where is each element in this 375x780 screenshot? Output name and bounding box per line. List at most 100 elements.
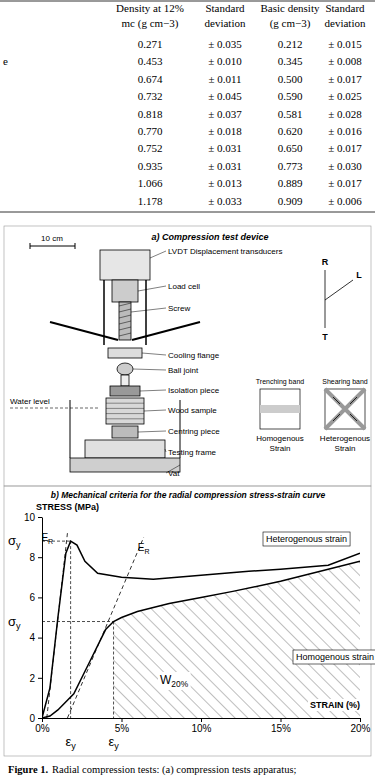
device-label: LVDT Displacement transducers bbox=[168, 247, 282, 256]
screw-thread bbox=[119, 303, 131, 306]
header-cell: deviation bbox=[325, 17, 366, 29]
tick: 20% bbox=[350, 718, 370, 734]
curve bbox=[42, 561, 360, 718]
table-cell: ± 0.015 bbox=[328, 38, 362, 50]
yield-stress-label: σy bbox=[8, 614, 21, 631]
table-cell: 0.345 bbox=[278, 55, 303, 67]
leader-line bbox=[138, 286, 166, 291]
leader-line bbox=[165, 449, 166, 452]
shear-arrow bbox=[350, 397, 357, 404]
tick-label: 4 bbox=[29, 632, 35, 643]
panel-a: a) Compression test device10 cmWater lev… bbox=[4, 226, 371, 486]
tick-label: 15% bbox=[271, 723, 291, 734]
table-cell: ± 0.033 bbox=[208, 195, 242, 207]
device bbox=[10, 250, 200, 472]
header-cell: mc (g cm−3) bbox=[122, 17, 179, 30]
x-title-group: STRAIN (%) bbox=[308, 699, 362, 711]
table-cell: ± 0.013 bbox=[208, 177, 242, 189]
table-cell: ± 0.045 bbox=[208, 90, 242, 102]
load-cell bbox=[112, 280, 138, 302]
water-level-line bbox=[10, 408, 100, 409]
curve-label: Heterogenous strain bbox=[263, 532, 350, 546]
panel-title: a) Compression test device bbox=[151, 232, 268, 242]
table-cell: 0.212 bbox=[278, 38, 303, 50]
tick-label: 8 bbox=[29, 552, 35, 563]
table-cell: ± 0.016 bbox=[328, 125, 362, 137]
device-label: Isolation piece bbox=[168, 386, 220, 395]
table-cell: 0.732 bbox=[138, 90, 163, 102]
y-axis: 0 2 4 6 8 10 bbox=[24, 512, 43, 724]
tick: 2 bbox=[29, 673, 42, 684]
table-cell: ± 0.028 bbox=[328, 108, 362, 120]
tick-label: 6 bbox=[29, 592, 35, 603]
tick: 0 bbox=[29, 713, 42, 724]
band-caption: Homogenous bbox=[256, 434, 304, 443]
screw-thread bbox=[119, 321, 131, 324]
tick-mark bbox=[38, 678, 42, 679]
tick-mark bbox=[38, 638, 42, 639]
shear-arrow bbox=[333, 397, 340, 404]
modulus-label: ER bbox=[138, 542, 150, 555]
scale-bar bbox=[30, 246, 75, 247]
table-cell: 0.650 bbox=[278, 142, 303, 154]
tick-label: 2 bbox=[29, 673, 35, 684]
work-area bbox=[114, 561, 360, 718]
isolation-piece bbox=[110, 386, 140, 396]
tick: 8 bbox=[29, 552, 42, 563]
tangent-line bbox=[67, 537, 143, 718]
screw bbox=[119, 302, 131, 340]
table-cell: 0.773 bbox=[278, 160, 303, 172]
table-cell: 0.674 bbox=[138, 73, 163, 85]
device-label: Cooling flange bbox=[168, 351, 220, 360]
subscript: y bbox=[16, 621, 21, 631]
table-cell: ± 0.031 bbox=[208, 160, 242, 172]
device-label: Vat bbox=[168, 469, 180, 478]
curve-label-text: Homogenous strain bbox=[296, 652, 374, 662]
tick-label: 5% bbox=[115, 723, 130, 734]
screw-thread bbox=[119, 315, 131, 318]
table-cell: ± 0.017 bbox=[328, 177, 362, 189]
table-cell: 0.752 bbox=[138, 142, 163, 154]
table-cell: 0.818 bbox=[138, 108, 163, 120]
leader-line bbox=[131, 308, 166, 312]
table-cell: ± 0.037 bbox=[208, 108, 242, 120]
subscript: y bbox=[16, 540, 21, 550]
device-label: Wood sample bbox=[168, 406, 217, 415]
panel-b: b) Mechanical criteria for the radial co… bbox=[4, 486, 375, 756]
tick: 5% bbox=[115, 718, 130, 734]
main: σ bbox=[8, 533, 16, 548]
caption-text: Radial compression tests: (a) compressio… bbox=[52, 764, 296, 776]
header-cell: Basic density bbox=[261, 2, 320, 14]
water-level-label: Water level bbox=[10, 397, 50, 406]
header-cell: (g cm−3) bbox=[270, 17, 311, 30]
wood-grain bbox=[106, 408, 144, 409]
header-cell: deviation bbox=[205, 17, 246, 29]
x-axis: 0%5%10%15%20% bbox=[35, 718, 370, 734]
yield-guide bbox=[42, 621, 114, 622]
tick: 0% bbox=[35, 718, 50, 734]
rule bbox=[0, 212, 375, 213]
label-box bbox=[293, 650, 375, 664]
area-label-text: W20% bbox=[160, 673, 189, 689]
caption: Figure 1.Radial compression tests: (a) c… bbox=[8, 764, 297, 776]
tick-mark bbox=[360, 718, 361, 722]
curve-label-text: Heterogenous strain bbox=[266, 534, 347, 544]
table-cell: 0.620 bbox=[278, 125, 303, 137]
yield-guide bbox=[70, 541, 71, 718]
tick-label: 10 bbox=[24, 512, 36, 523]
panel-frame bbox=[4, 486, 371, 756]
yield-guide bbox=[113, 622, 114, 718]
tangent-line bbox=[47, 533, 68, 718]
device-label: Testing frame bbox=[168, 448, 217, 457]
table-cell: ± 0.030 bbox=[328, 160, 362, 172]
table-cell: ± 0.017 bbox=[328, 142, 362, 154]
wood-sample bbox=[106, 398, 144, 424]
page: Density at 12%mc (g cm−3)Standarddeviati… bbox=[0, 0, 375, 780]
leader-line bbox=[133, 369, 166, 370]
table-cell: 1.066 bbox=[138, 177, 163, 189]
table-cell: ± 0.017 bbox=[328, 73, 362, 85]
tick-mark bbox=[38, 557, 42, 558]
table-cell: ± 0.031 bbox=[208, 142, 242, 154]
band-title: Trenching band bbox=[256, 378, 304, 386]
table-cell: 0.500 bbox=[278, 73, 303, 85]
